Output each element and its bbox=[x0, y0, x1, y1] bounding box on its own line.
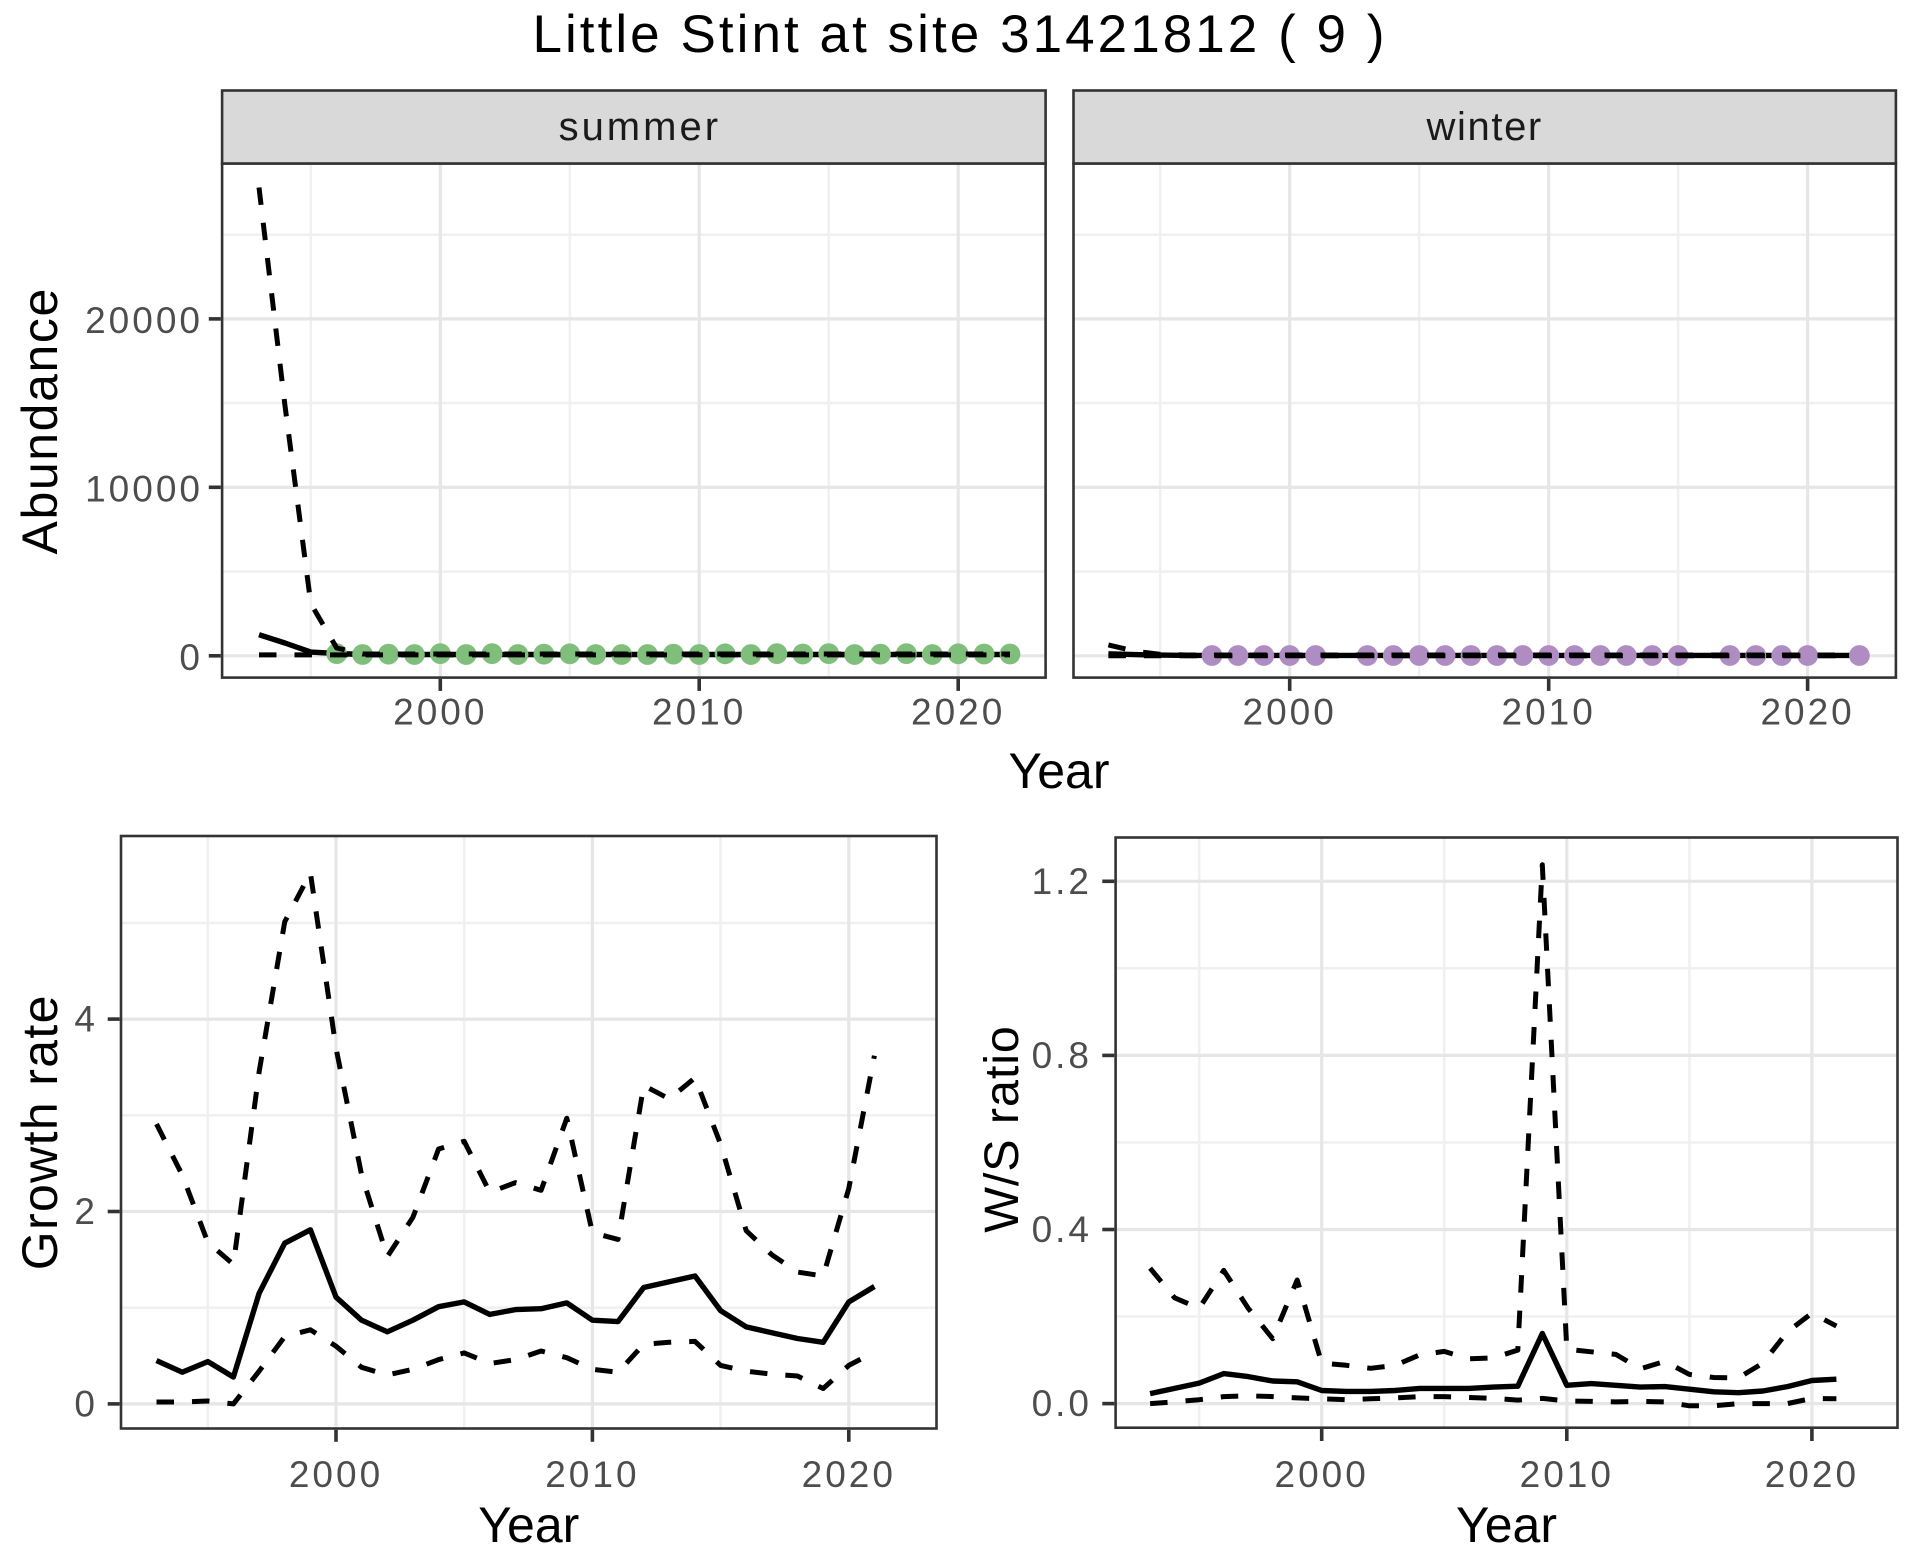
svg-text:Year: Year bbox=[1456, 1497, 1557, 1553]
svg-text:Year: Year bbox=[1008, 743, 1109, 799]
svg-text:summer: summer bbox=[559, 105, 721, 149]
svg-text:2010: 2010 bbox=[652, 692, 746, 733]
svg-text:2000: 2000 bbox=[1243, 692, 1337, 733]
svg-text:Year: Year bbox=[478, 1497, 579, 1553]
svg-text:4: 4 bbox=[74, 999, 98, 1040]
svg-text:2020: 2020 bbox=[802, 1454, 896, 1495]
svg-text:1.2: 1.2 bbox=[1032, 861, 1092, 902]
svg-text:Little Stint at site 31421812: Little Stint at site 31421812 ( 9 ) bbox=[532, 5, 1387, 64]
svg-text:20000: 20000 bbox=[85, 300, 203, 341]
svg-text:2000: 2000 bbox=[393, 692, 487, 733]
svg-text:2010: 2010 bbox=[1502, 692, 1596, 733]
svg-text:winter: winter bbox=[1426, 105, 1543, 149]
svg-text:W/S ratio: W/S ratio bbox=[975, 1025, 1029, 1233]
svg-text:0: 0 bbox=[74, 1383, 98, 1424]
svg-text:2020: 2020 bbox=[1760, 692, 1854, 733]
svg-text:0: 0 bbox=[179, 637, 203, 678]
svg-text:2010: 2010 bbox=[1520, 1454, 1614, 1495]
svg-text:2: 2 bbox=[74, 1191, 98, 1232]
svg-text:0.4: 0.4 bbox=[1032, 1209, 1092, 1250]
svg-text:2010: 2010 bbox=[545, 1454, 639, 1495]
svg-text:0.8: 0.8 bbox=[1032, 1035, 1092, 1076]
svg-text:2020: 2020 bbox=[1765, 1454, 1859, 1495]
svg-text:2000: 2000 bbox=[289, 1454, 383, 1495]
svg-text:0.0: 0.0 bbox=[1032, 1383, 1092, 1424]
svg-text:2020: 2020 bbox=[911, 692, 1005, 733]
svg-text:10000: 10000 bbox=[85, 468, 203, 509]
svg-text:2000: 2000 bbox=[1275, 1454, 1369, 1495]
svg-text:Abundance: Abundance bbox=[12, 287, 68, 554]
svg-text:Growth rate: Growth rate bbox=[12, 994, 68, 1270]
